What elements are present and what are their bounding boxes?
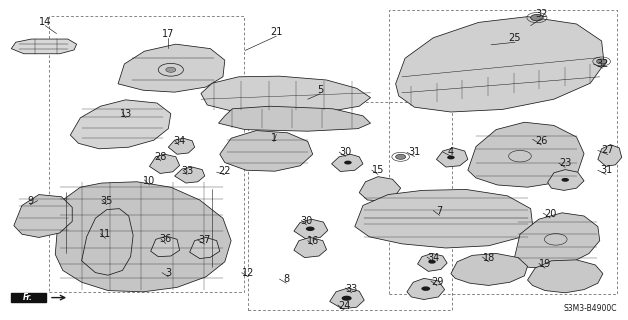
Text: 8: 8 — [283, 274, 290, 284]
Text: 18: 18 — [482, 252, 495, 263]
Polygon shape — [219, 106, 371, 131]
Polygon shape — [55, 182, 231, 292]
Bar — [248, 102, 452, 310]
Text: 11: 11 — [99, 229, 112, 239]
Polygon shape — [359, 177, 401, 201]
Text: 35: 35 — [100, 196, 113, 206]
Text: 12: 12 — [242, 268, 254, 278]
Circle shape — [421, 286, 430, 291]
Polygon shape — [168, 138, 195, 154]
Text: Fr.: Fr. — [23, 293, 33, 302]
Text: 3: 3 — [165, 268, 171, 278]
Circle shape — [447, 156, 455, 159]
Polygon shape — [149, 154, 180, 173]
Text: 31: 31 — [600, 165, 612, 175]
Polygon shape — [82, 209, 133, 275]
FancyBboxPatch shape — [11, 293, 46, 302]
Polygon shape — [355, 189, 533, 248]
Text: 22: 22 — [219, 165, 231, 176]
Polygon shape — [332, 154, 363, 172]
Text: 14: 14 — [39, 17, 51, 28]
Polygon shape — [528, 260, 603, 293]
Polygon shape — [418, 253, 447, 271]
Polygon shape — [294, 237, 327, 258]
Bar — [49, 16, 244, 292]
Polygon shape — [294, 219, 328, 239]
Text: 26: 26 — [535, 136, 548, 146]
Text: 30: 30 — [339, 147, 352, 157]
Text: 23: 23 — [559, 158, 571, 168]
Text: 34: 34 — [173, 136, 185, 146]
Text: 32: 32 — [597, 59, 609, 69]
Circle shape — [561, 178, 569, 182]
Circle shape — [428, 260, 436, 264]
Text: 37: 37 — [198, 235, 211, 245]
Text: 31: 31 — [408, 147, 421, 157]
Text: 33: 33 — [345, 284, 358, 294]
Polygon shape — [14, 195, 72, 237]
Polygon shape — [190, 237, 220, 259]
Polygon shape — [468, 122, 584, 187]
Text: 28: 28 — [154, 152, 167, 162]
Circle shape — [344, 161, 352, 164]
Text: 5: 5 — [317, 84, 323, 95]
Circle shape — [166, 67, 176, 72]
Polygon shape — [201, 76, 371, 114]
Text: 34: 34 — [427, 252, 440, 263]
Text: 27: 27 — [602, 145, 614, 156]
Text: 17: 17 — [162, 28, 175, 39]
Text: 21: 21 — [270, 27, 283, 37]
Bar — [389, 10, 617, 294]
Polygon shape — [598, 145, 622, 166]
Text: 16: 16 — [306, 236, 319, 246]
Text: 13: 13 — [119, 108, 132, 119]
Text: 7: 7 — [436, 206, 443, 216]
Polygon shape — [151, 236, 180, 257]
Circle shape — [597, 59, 607, 64]
Polygon shape — [451, 253, 528, 285]
Circle shape — [531, 14, 543, 21]
Text: 33: 33 — [181, 165, 193, 176]
Polygon shape — [118, 44, 225, 92]
Text: 36: 36 — [160, 234, 172, 244]
Polygon shape — [11, 39, 77, 54]
Polygon shape — [436, 148, 468, 167]
Text: 10: 10 — [143, 176, 156, 186]
Text: S3M3-B4900C: S3M3-B4900C — [563, 304, 617, 313]
Text: 25: 25 — [509, 33, 521, 44]
Polygon shape — [70, 100, 171, 149]
Polygon shape — [220, 131, 313, 171]
Text: 9: 9 — [27, 196, 33, 206]
Circle shape — [306, 227, 315, 231]
Polygon shape — [407, 278, 445, 300]
Polygon shape — [514, 213, 600, 268]
Text: 15: 15 — [372, 165, 384, 175]
Polygon shape — [330, 288, 364, 309]
Text: 4: 4 — [448, 147, 454, 157]
Text: 30: 30 — [300, 216, 313, 226]
Polygon shape — [175, 167, 205, 183]
Text: 29: 29 — [431, 276, 443, 287]
Circle shape — [342, 296, 352, 301]
Polygon shape — [548, 170, 584, 190]
Text: 1: 1 — [271, 132, 277, 143]
Polygon shape — [396, 17, 604, 112]
Text: 20: 20 — [544, 209, 556, 219]
Text: 32: 32 — [535, 9, 548, 20]
Text: 24: 24 — [338, 300, 350, 311]
Circle shape — [396, 154, 406, 159]
Text: 19: 19 — [539, 259, 551, 269]
